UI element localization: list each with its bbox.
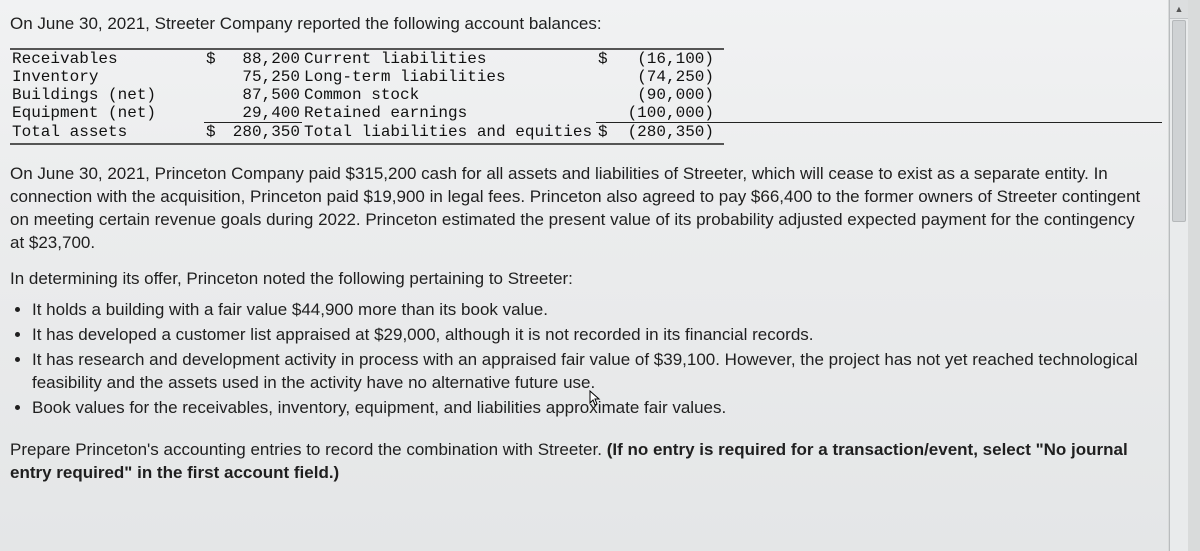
list-item: It holds a building with a fair value $4… [32, 299, 1144, 322]
scroll-up-icon[interactable]: ▲ [1170, 0, 1188, 19]
vertical-scrollbar[interactable]: ▲ [1169, 0, 1188, 551]
asset-label: Equipment (net) [10, 104, 204, 123]
intro-text: On June 30, 2021, Streeter Company repor… [8, 0, 1164, 44]
liab-label: Current liabilities [302, 50, 596, 68]
liab-value: (90,000) [622, 86, 716, 104]
asset-label: Receivables [10, 50, 204, 68]
paragraph-acquisition: On June 30, 2021, Princeton Company paid… [8, 149, 1164, 261]
liab-label: Long-term liabilities [302, 68, 596, 86]
currency [596, 104, 622, 123]
asset-value: 87,500 [228, 86, 302, 104]
asset-value: 75,250 [228, 68, 302, 86]
table-row: Buildings (net) 87,500 Common stock (90,… [10, 86, 1162, 104]
asset-value: 88,200 [228, 50, 302, 68]
currency: $ [596, 50, 622, 68]
liab-value: (100,000) [622, 104, 716, 123]
currency [204, 68, 228, 86]
rule-bottom [10, 143, 1162, 145]
currency: $ [204, 50, 228, 68]
liab-label: Common stock [302, 86, 596, 104]
list-item: It has research and development activity… [32, 349, 1144, 395]
asset-label: Inventory [10, 68, 204, 86]
list-item-text: It has research and development activity… [32, 350, 1138, 392]
offer-notes-list: It holds a building with a fair value $4… [14, 299, 1164, 420]
totals-row: Total assets $ 280,350 Total liabilities… [10, 123, 1162, 142]
currency [204, 86, 228, 104]
scroll-thumb[interactable] [1172, 20, 1186, 222]
currency: $ [596, 123, 622, 142]
list-item: Book values for the receivables, invento… [32, 397, 1144, 420]
balance-table: Receivables $ 88,200 Current liabilities… [10, 50, 1162, 141]
list-item: It has developed a customer list apprais… [32, 324, 1144, 347]
instructions-text: Prepare Princeton's accounting entries t… [10, 440, 607, 459]
question-page: On June 30, 2021, Streeter Company repor… [0, 0, 1168, 551]
currency: $ [204, 123, 228, 142]
asset-value: 29,400 [228, 104, 302, 123]
asset-label: Buildings (net) [10, 86, 204, 104]
currency [596, 68, 622, 86]
liab-value: (16,100) [622, 50, 716, 68]
total-liab-label: Total liabilities and equities [302, 123, 596, 142]
total-assets-value: 280,350 [228, 123, 302, 142]
spacer [716, 50, 1162, 68]
instructions: Prepare Princeton's accounting entries t… [8, 425, 1164, 491]
paragraph-offer-intro: In determining its offer, Princeton note… [8, 261, 1164, 293]
total-assets-label: Total assets [10, 123, 204, 142]
currency [204, 104, 228, 123]
table-row: Equipment (net) 29,400 Retained earnings… [10, 104, 1162, 123]
liab-label: Retained earnings [302, 104, 596, 123]
currency [596, 86, 622, 104]
total-liab-value: (280,350) [622, 123, 716, 142]
table-row: Inventory 75,250 Long-term liabilities (… [10, 68, 1162, 86]
balance-sheet: Receivables $ 88,200 Current liabilities… [10, 48, 1162, 145]
liab-value: (74,250) [622, 68, 716, 86]
table-row: Receivables $ 88,200 Current liabilities… [10, 50, 1162, 68]
